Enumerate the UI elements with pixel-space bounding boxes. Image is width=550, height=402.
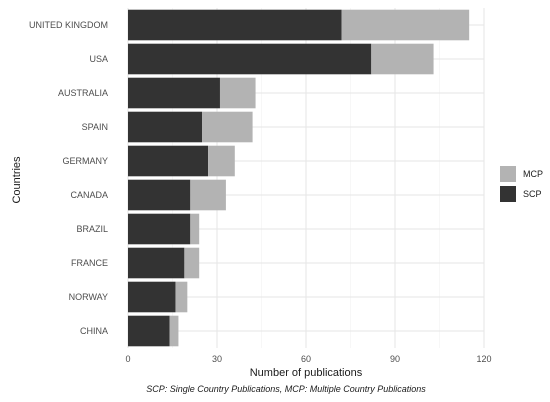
bar-mcp-germany: [208, 145, 235, 177]
legend-key-scp: [500, 186, 516, 202]
bar-mcp-usa: [371, 43, 434, 75]
bar-mcp-brazil: [190, 213, 200, 245]
x-tick-label: 0: [125, 354, 130, 364]
y-tick-label: USA: [89, 54, 108, 64]
x-tick-label: 120: [476, 354, 491, 364]
bar-scp-brazil: [128, 213, 191, 245]
x-tick-label: 90: [390, 354, 400, 364]
legend-label-mcp: MCP: [523, 169, 543, 179]
bar-mcp-spain: [202, 111, 253, 143]
bar-mcp-france: [184, 247, 200, 279]
bar-mcp-united-kingdom: [341, 9, 470, 41]
y-tick-label: NORWAY: [69, 292, 108, 302]
chart-caption: SCP: Single Country Publications, MCP: M…: [146, 384, 426, 394]
x-tick-label: 60: [301, 354, 311, 364]
y-tick-labels: UNITED KINGDOM USA AUSTRALIA SPAIN GERMANY CA…: [29, 20, 108, 336]
bar-mcp-australia: [219, 77, 256, 109]
bar-scp-spain: [128, 111, 203, 143]
bar-scp-australia: [128, 77, 220, 109]
legend-key-mcp: [500, 166, 516, 182]
bar-scp-germany: [128, 145, 209, 177]
y-axis-title: Countries: [11, 156, 23, 204]
y-tick-label: FRANCE: [71, 258, 108, 268]
bar-scp-china: [128, 315, 170, 347]
y-tick-label: CANADA: [70, 190, 108, 200]
bar-scp-france: [128, 247, 185, 279]
y-tick-label: UNITED KINGDOM: [29, 20, 108, 30]
bar-scp-usa: [128, 43, 372, 75]
legend-label-scp: SCP: [523, 189, 542, 199]
bar-scp-united-kingdom: [128, 9, 342, 41]
bar-scp-canada: [128, 179, 191, 211]
y-tick-label: GERMANY: [62, 156, 108, 166]
x-tick-label: 30: [212, 354, 222, 364]
x-axis-title: Number of publications: [250, 367, 363, 379]
bars: [128, 9, 470, 347]
y-tick-label: AUSTRALIA: [58, 88, 108, 98]
bar-mcp-china: [169, 315, 179, 347]
y-tick-label: CHINA: [80, 326, 108, 336]
y-tick-label: SPAIN: [82, 122, 108, 132]
x-tick-labels: 0 30 60 90 120: [125, 354, 491, 364]
legend: MCP SCP: [500, 166, 543, 202]
y-tick-label: BRAZIL: [76, 224, 108, 234]
bar-scp-norway: [128, 281, 176, 313]
bar-mcp-canada: [190, 179, 226, 211]
bar-mcp-norway: [175, 281, 188, 313]
